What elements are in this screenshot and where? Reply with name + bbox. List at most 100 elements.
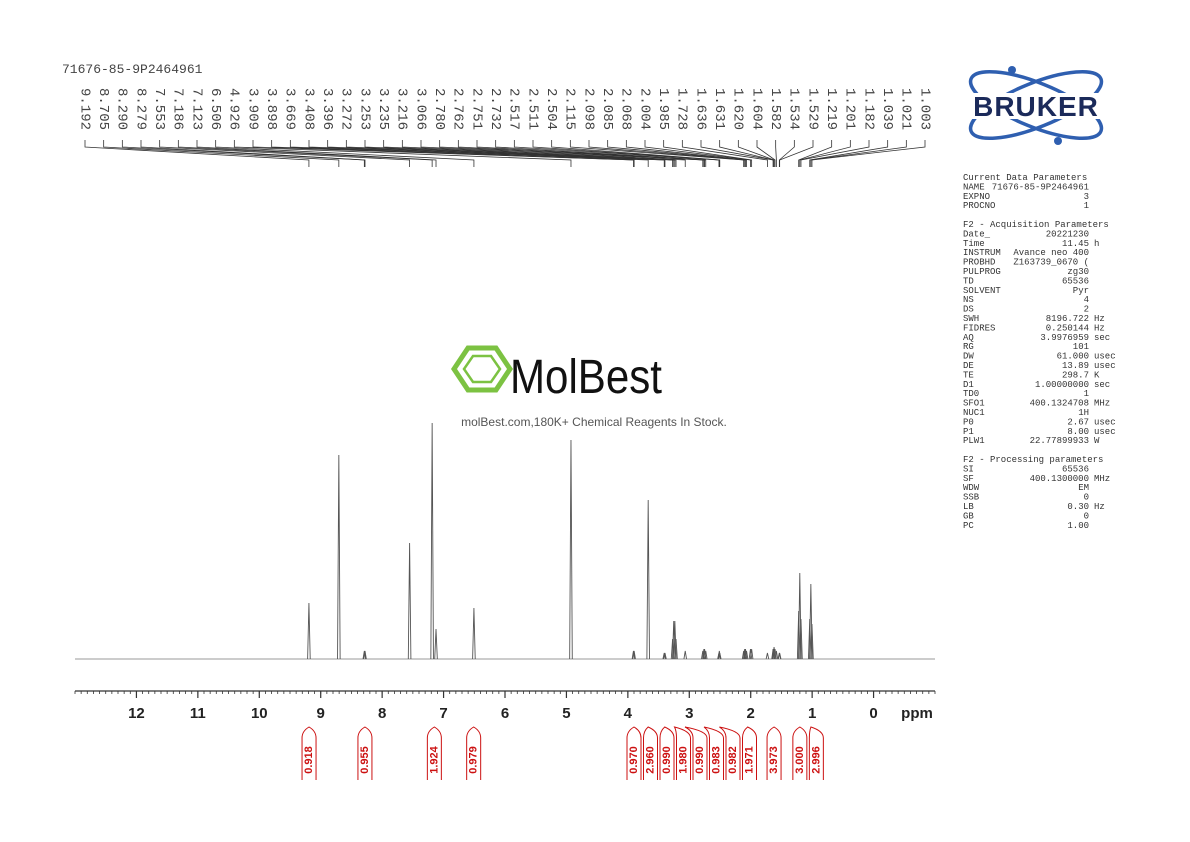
param-value: 4 (1084, 295, 1089, 305)
peak-label: 1.021 (898, 88, 914, 130)
peak-label: 3.909 (244, 88, 260, 130)
peak-label: 1.985 (655, 88, 671, 130)
peak (430, 422, 434, 660)
peak-label: 1.631 (711, 88, 727, 130)
x-tick-label: 0 (869, 705, 877, 722)
peak-connector (439, 140, 704, 167)
peak-label: 2.004 (636, 88, 652, 130)
peak-label: 7.123 (188, 88, 204, 130)
peak-label: 9.192 (76, 88, 92, 130)
peak (662, 652, 666, 660)
peak-connector (800, 140, 870, 167)
param-value: 65536 (1062, 464, 1089, 474)
peak-label: 2.751 (468, 88, 484, 130)
watermark-icon (462, 354, 502, 384)
peak-connector (809, 140, 889, 167)
peak-label: 3.235 (375, 88, 391, 130)
param-value: 0 (1084, 511, 1089, 521)
integral-bracket (766, 726, 782, 780)
peak (772, 646, 776, 660)
peak-connector (700, 140, 774, 167)
peak (632, 650, 636, 660)
param-value: 0.250144 (1046, 323, 1089, 333)
param-key: AQ (963, 333, 974, 343)
param-value: EM (1078, 483, 1089, 493)
param-key: SF (963, 474, 974, 484)
integral-label: 0.955 (359, 746, 371, 774)
peak-connector (798, 140, 833, 167)
param-key: DS (963, 305, 974, 315)
peak (774, 650, 779, 660)
watermark-brand: MolBest (510, 351, 662, 404)
param-value: 8196.722 (1046, 314, 1089, 324)
peak-label: 2.732 (487, 88, 503, 130)
integral-bracket (719, 726, 741, 780)
peak-label: 3.396 (319, 88, 335, 130)
logo-text: BRUKER (973, 91, 1099, 122)
peak (337, 454, 341, 660)
integral-label: 0.982 (727, 746, 739, 774)
peak-connector (159, 140, 411, 167)
peak (704, 650, 708, 660)
peak-connector (588, 140, 746, 167)
peak-connector (103, 140, 340, 167)
peak-connector (607, 140, 746, 167)
integral-bracket (742, 726, 757, 780)
peak-label: 1.636 (692, 88, 708, 130)
logo-dot (1054, 137, 1062, 145)
param-key: PROBHD (963, 258, 995, 268)
param-key: Date_ (963, 229, 991, 239)
param-key: FIDRES (963, 323, 995, 333)
param-value: 1H (1078, 408, 1089, 418)
peak (796, 610, 801, 660)
param-unit: h (1094, 239, 1099, 249)
peak-connector (215, 140, 475, 167)
integral-label: 1.980 (677, 746, 689, 774)
peak (472, 607, 476, 660)
param-value: 13.89 (1062, 361, 1089, 371)
x-axis-label: ppm (901, 705, 933, 722)
param-unit: Hz (1094, 314, 1105, 324)
peak-connector (775, 140, 777, 167)
param-value: 1.00000000 (1035, 380, 1089, 390)
peak-connector (778, 140, 795, 167)
param-value: 400.1300000 (1030, 474, 1089, 484)
peak (765, 652, 770, 660)
param-unit: K (1094, 370, 1100, 380)
peak-label: 7.553 (151, 88, 167, 130)
param-value: 61.000 (1057, 352, 1089, 362)
peak-label: 8.290 (114, 88, 130, 130)
param-value: 3 (1084, 192, 1089, 202)
peak-connector (495, 140, 707, 167)
logo-orbit (968, 70, 1104, 140)
peak-label: 2.762 (450, 88, 466, 130)
peak-connector (810, 140, 907, 167)
param-key: SI (963, 464, 974, 474)
peak-label: 1.529 (804, 88, 820, 130)
x-tick-label: 6 (501, 705, 509, 722)
peak (434, 628, 438, 660)
integral-bracket (301, 726, 317, 780)
peak (799, 618, 803, 660)
param-key: P0 (963, 417, 974, 427)
param-key: EXPNO (963, 192, 990, 202)
integral-bracket (626, 726, 642, 780)
param-key: DE (963, 361, 974, 371)
peak-connector (177, 140, 433, 167)
integral-label: 0.970 (628, 746, 640, 774)
peak-label: 3.408 (300, 88, 316, 130)
peak-connector (811, 140, 926, 167)
peak (631, 650, 636, 660)
peak-label: 1.728 (674, 88, 690, 130)
param-key: LB (963, 502, 974, 512)
param-unit: sec (1094, 333, 1110, 343)
x-tick-label: 12 (128, 705, 145, 722)
peak-connector (551, 140, 721, 167)
param-key: NS (963, 295, 974, 305)
peak-connector (383, 140, 676, 167)
param-value: 400.1324708 (1030, 399, 1089, 409)
peak-connector (84, 140, 310, 167)
x-tick-label: 9 (317, 705, 325, 722)
